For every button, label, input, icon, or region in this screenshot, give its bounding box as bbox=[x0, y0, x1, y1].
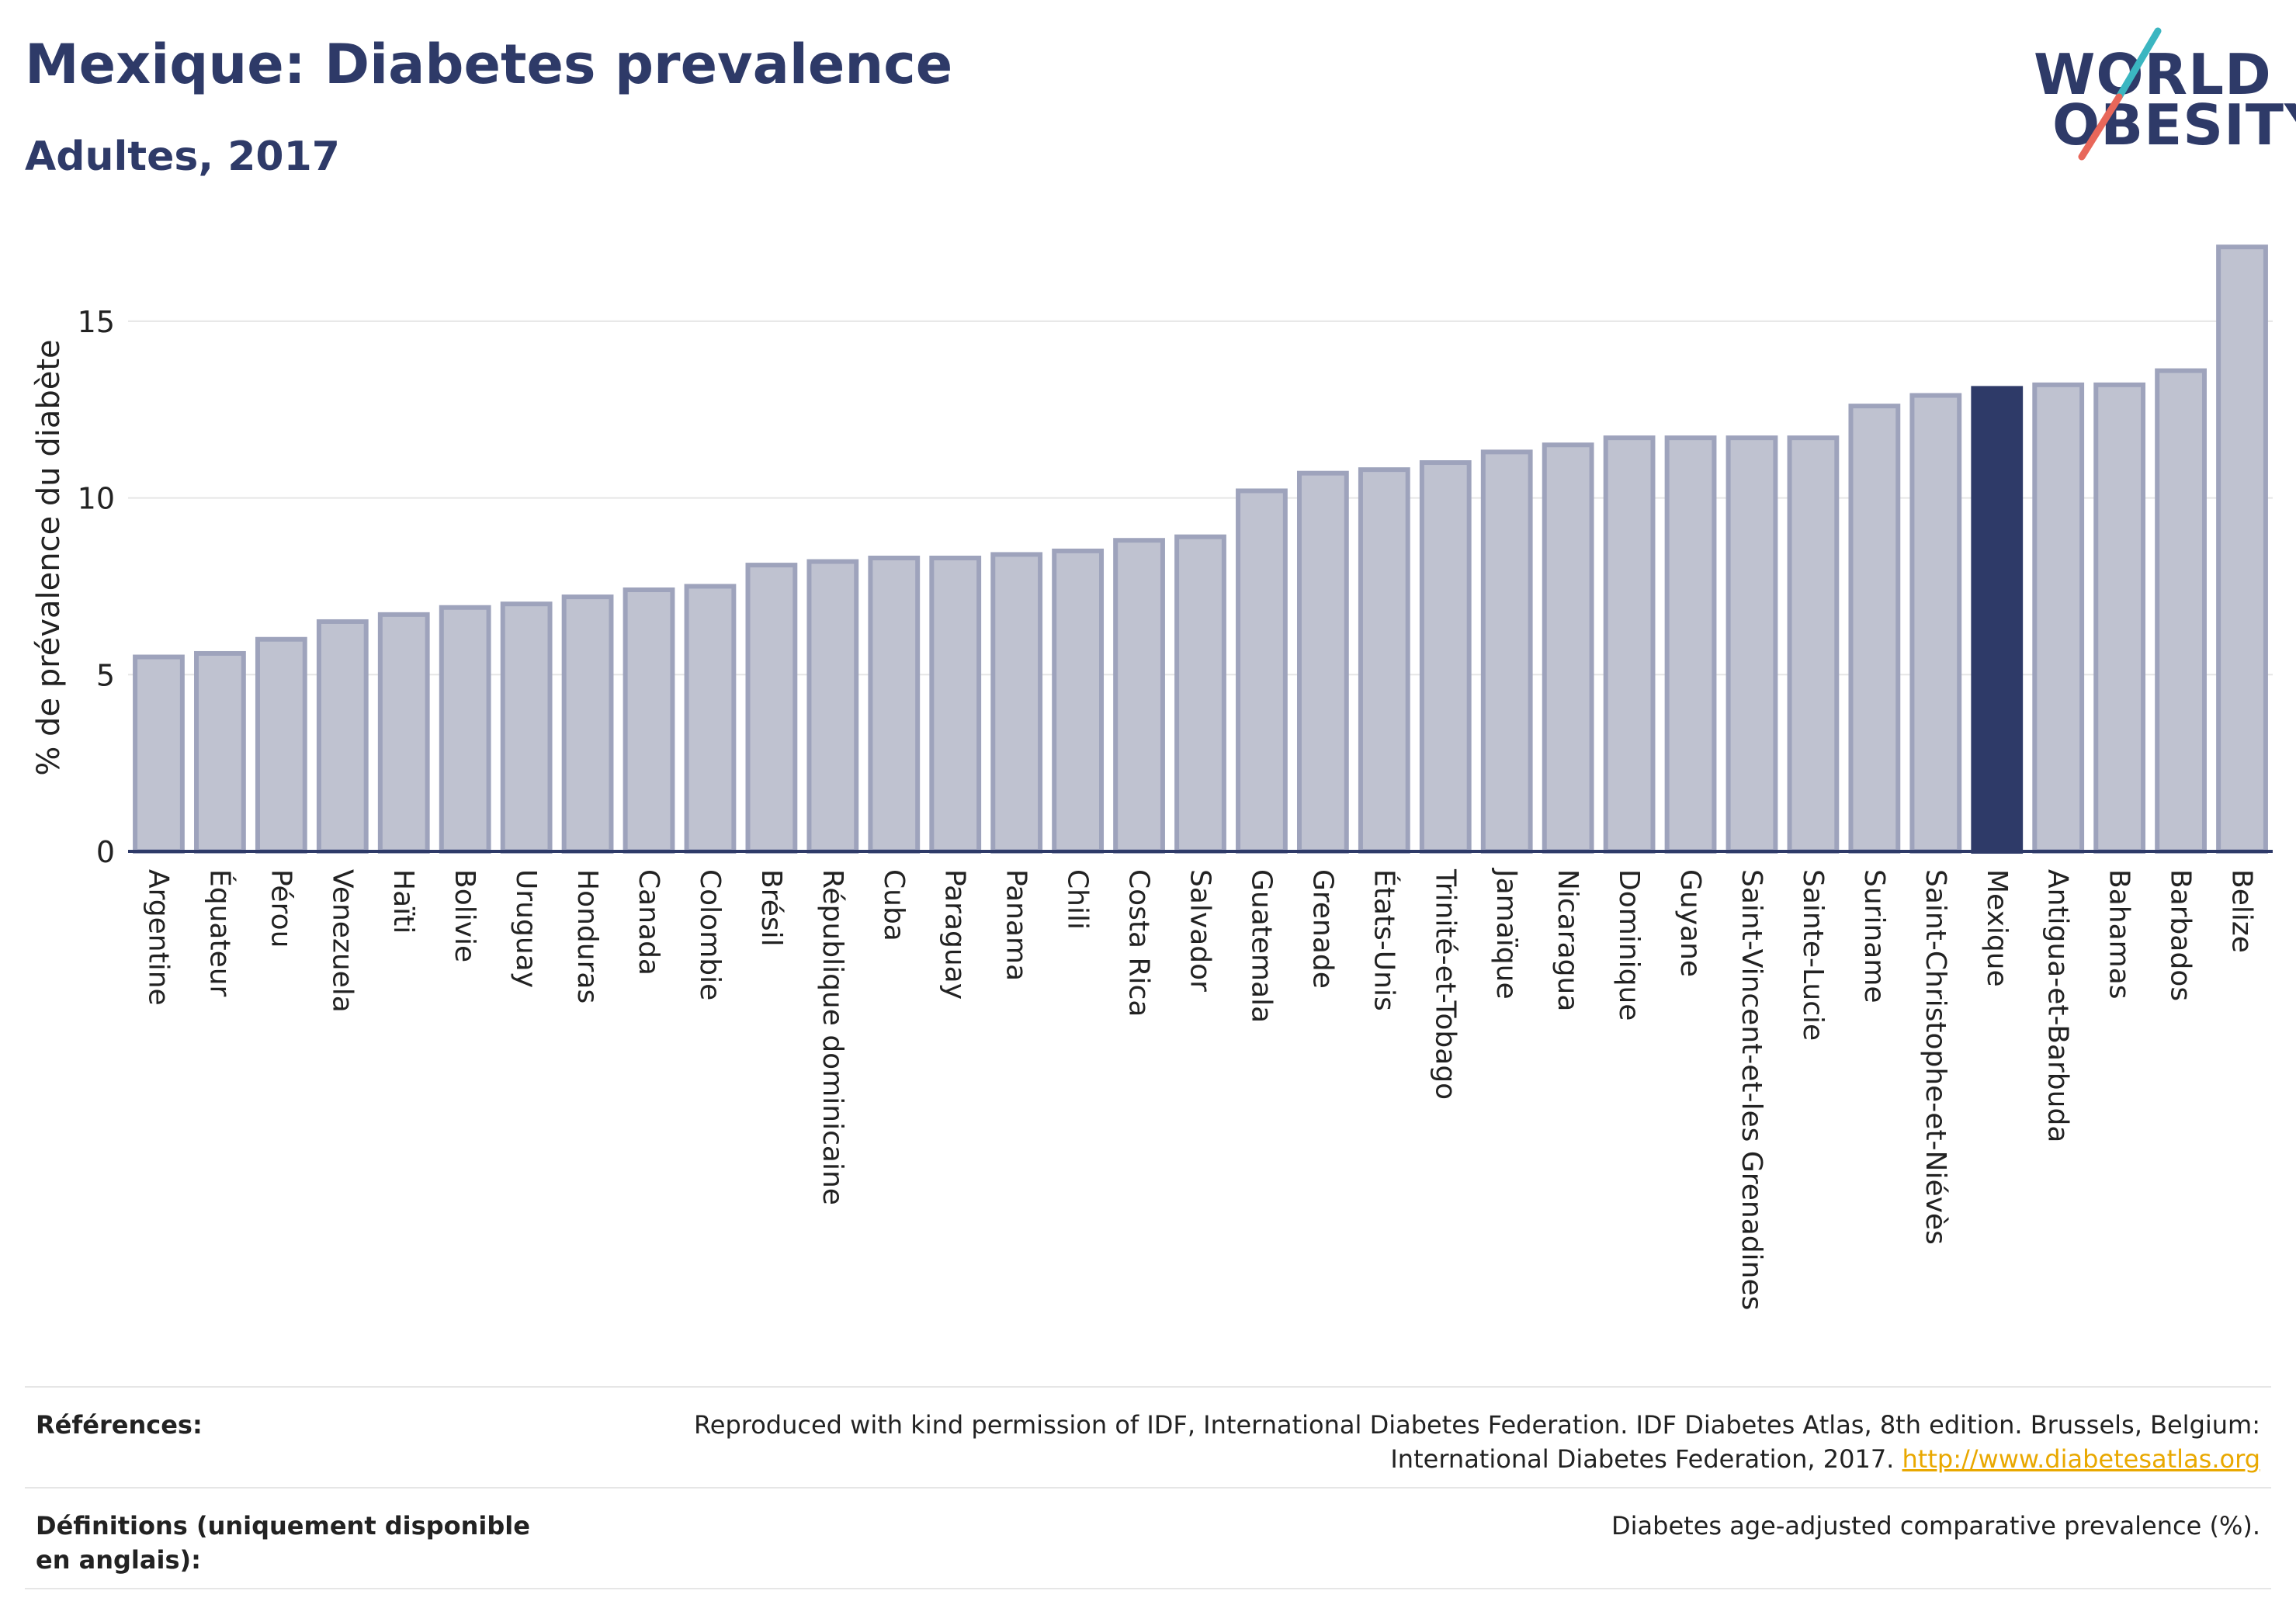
x-tick-label: Grenade bbox=[1306, 869, 1338, 989]
references-text: Reproduced with kind permission of IDF, … bbox=[693, 1410, 2260, 1474]
x-tick-label: Jamaïque bbox=[1490, 868, 1522, 1000]
x-tick-label: Argentine bbox=[142, 869, 174, 1006]
x-tick-label: Paraguay bbox=[939, 869, 971, 1000]
bar-chili[interactable] bbox=[1052, 548, 1105, 854]
bar-argentine[interactable] bbox=[133, 654, 185, 854]
definitions-value: Diabetes age-adjusted comparative preval… bbox=[1611, 1511, 2260, 1541]
x-tick-label: Venezuela bbox=[326, 869, 358, 1013]
references-value: Reproduced with kind permission of IDF, … bbox=[630, 1408, 2260, 1476]
x-tick-label: Bahamas bbox=[2104, 869, 2135, 1000]
x-tick-label: République dominicaine bbox=[817, 869, 848, 1205]
bar-ha-ti[interactable] bbox=[377, 612, 430, 854]
bar-r-publique-dominicaine[interactable] bbox=[806, 559, 859, 854]
bar-barbados[interactable] bbox=[2155, 368, 2207, 854]
chart-title: Mexique: Diabetes prevalence bbox=[25, 33, 953, 96]
bar-canada[interactable] bbox=[623, 587, 675, 854]
bar-dominique[interactable] bbox=[1603, 435, 1656, 854]
footer-table: Références: Reproduced with kind permiss… bbox=[25, 1386, 2271, 1589]
x-tick-label: Cuba bbox=[878, 869, 910, 941]
definitions-label: Définitions (uniquement disponible en an… bbox=[36, 1511, 530, 1575]
x-tick-label: Uruguay bbox=[510, 869, 542, 988]
bar-salvador[interactable] bbox=[1174, 534, 1226, 854]
x-tick-label: Colombie bbox=[694, 869, 726, 1000]
x-tick-label: Bolivie bbox=[449, 869, 480, 962]
bar-mexique[interactable] bbox=[1971, 386, 2024, 854]
bar-antigua-et-barbuda[interactable] bbox=[2032, 382, 2085, 854]
x-tick-label: Trinité-et-Tobago bbox=[1429, 868, 1461, 1100]
x-tick-label: Panama bbox=[1001, 869, 1032, 981]
bar-saint-vincent-et-les-grenadines[interactable] bbox=[1725, 435, 1778, 854]
definitions-row: Définitions (uniquement disponible en an… bbox=[25, 1487, 2271, 1589]
bar-uruguay[interactable] bbox=[500, 601, 553, 854]
x-tick-label: Chili bbox=[1062, 869, 1094, 930]
x-tick-label: Guyane bbox=[1674, 869, 1706, 977]
bar-venezuela[interactable] bbox=[316, 619, 369, 854]
x-tick-label: Dominique bbox=[1613, 869, 1645, 1021]
bar-jama-que[interactable] bbox=[1480, 449, 1533, 854]
world-obesity-logo: WORLD OBESITY bbox=[2018, 23, 2296, 171]
bar-suriname[interactable] bbox=[1848, 404, 1901, 854]
bar-panama[interactable] bbox=[990, 552, 1043, 854]
bar-bolivie[interactable] bbox=[439, 605, 491, 854]
x-tick-label: Mexique bbox=[1981, 869, 2013, 987]
y-tick-label: 5 bbox=[96, 658, 115, 692]
x-tick-label: Sainte-Lucie bbox=[1797, 869, 1829, 1041]
bar-trinit-et-tobago[interactable] bbox=[1419, 460, 1472, 854]
bar-guatemala[interactable] bbox=[1236, 488, 1288, 854]
bar-chart: 0 5 10 15 % de prévalence du diabète Argentin… bbox=[31, 244, 2273, 1310]
bar--quateur[interactable] bbox=[194, 650, 246, 854]
x-tick-label: États-Unis bbox=[1368, 869, 1400, 1011]
x-tick-label: Guatemala bbox=[1245, 869, 1277, 1023]
bar-guyane[interactable] bbox=[1664, 435, 1717, 854]
logo-line-1: WORLD bbox=[2034, 42, 2272, 107]
bar-colombie[interactable] bbox=[684, 584, 737, 854]
bar-grenade[interactable] bbox=[1296, 470, 1349, 854]
bar-paraguay[interactable] bbox=[929, 555, 982, 854]
references-link[interactable]: http://www.diabetesatlas.org bbox=[1902, 1444, 2260, 1474]
bar-nicaragua[interactable] bbox=[1542, 442, 1594, 854]
chart-subtitle: Adultes, 2017 bbox=[25, 133, 340, 180]
x-tick-label: Suriname bbox=[1858, 869, 1890, 1003]
bar-cuba[interactable] bbox=[868, 555, 921, 854]
x-tick-label: Honduras bbox=[571, 869, 603, 1003]
bar-br-sil[interactable] bbox=[745, 563, 798, 854]
x-tick-label: Nicaragua bbox=[1552, 869, 1583, 1011]
bar-costa-rica[interactable] bbox=[1113, 538, 1165, 854]
x-tick-label: Brésil bbox=[755, 869, 787, 947]
references-label: Références: bbox=[36, 1410, 203, 1440]
x-tick-label: Équateur bbox=[203, 869, 236, 997]
x-tick-label: Salvador bbox=[1184, 869, 1216, 992]
bar-sainte-lucie[interactable] bbox=[1787, 435, 1840, 854]
x-tick-label: Saint-Vincent-et-les Grenadines bbox=[1736, 869, 1767, 1310]
x-tick-label: Pérou bbox=[265, 869, 297, 948]
bar-p-rou[interactable] bbox=[255, 636, 307, 854]
x-tick-label: Costa Rica bbox=[1123, 869, 1155, 1017]
bar-bahamas[interactable] bbox=[2093, 382, 2146, 854]
y-tick-label: 15 bbox=[78, 305, 115, 339]
logo-slash-icon bbox=[2078, 27, 2162, 161]
x-tick-label: Canada bbox=[633, 869, 664, 976]
x-tick-label: Antigua-et-Barbuda bbox=[2042, 869, 2074, 1142]
y-tick-label: 0 bbox=[96, 835, 115, 869]
x-tick-label: Saint-Christophe-et-Niévès bbox=[1920, 869, 1951, 1245]
x-tick-label: Haïti bbox=[387, 869, 419, 934]
bar--tats-unis[interactable] bbox=[1358, 467, 1410, 854]
references-row: Références: Reproduced with kind permiss… bbox=[25, 1386, 2271, 1487]
x-tick-label: Barbados bbox=[2165, 869, 2197, 1001]
bar-honduras[interactable] bbox=[561, 594, 614, 854]
bar-saint-christophe-et-ni-v-s[interactable] bbox=[1909, 393, 1962, 854]
y-axis-label: % de prévalence du diabète bbox=[31, 339, 67, 775]
bar-belize[interactable] bbox=[2216, 244, 2268, 854]
y-tick-label: 10 bbox=[78, 482, 115, 516]
x-tick-label: Belize bbox=[2226, 869, 2258, 953]
